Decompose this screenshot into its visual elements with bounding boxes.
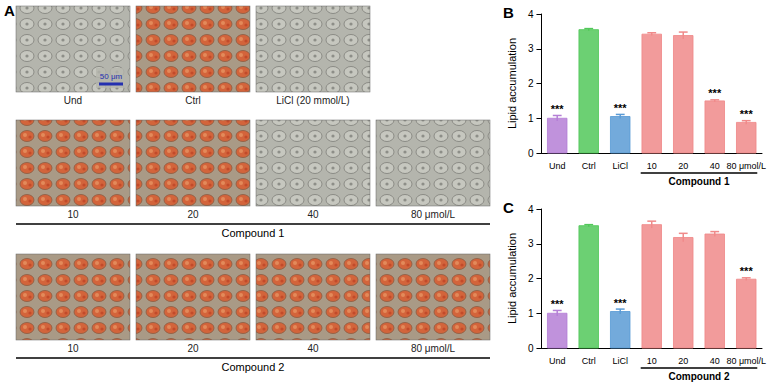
svg-text:LiCl: LiCl xyxy=(612,161,628,171)
svg-text:Compound 2: Compound 2 xyxy=(222,361,285,373)
svg-text:50 μm: 50 μm xyxy=(100,72,123,81)
svg-text:2: 2 xyxy=(528,78,534,89)
svg-text:***: *** xyxy=(614,297,628,309)
svg-text:***: *** xyxy=(614,102,628,114)
svg-text:3: 3 xyxy=(528,238,534,249)
svg-text:20: 20 xyxy=(187,209,199,220)
svg-text:80 μmol/L: 80 μmol/L xyxy=(411,209,456,220)
svg-text:***: *** xyxy=(740,108,754,120)
svg-text:Und: Und xyxy=(549,356,566,366)
svg-text:Und: Und xyxy=(64,95,82,106)
svg-text:20: 20 xyxy=(678,356,688,366)
svg-text:2: 2 xyxy=(528,273,534,284)
svg-text:Lipid accumulation: Lipid accumulation xyxy=(506,38,518,129)
svg-text:4: 4 xyxy=(528,204,534,215)
svg-text:40: 40 xyxy=(710,356,720,366)
svg-text:80 μmol/L: 80 μmol/L xyxy=(726,356,766,366)
svg-text:Ctrl: Ctrl xyxy=(185,95,201,106)
svg-text:***: *** xyxy=(551,298,565,310)
svg-text:1: 1 xyxy=(528,113,534,124)
svg-text:10: 10 xyxy=(67,343,79,354)
svg-text:***: *** xyxy=(551,103,565,115)
svg-text:4: 4 xyxy=(528,9,534,20)
svg-text:Und: Und xyxy=(549,161,566,171)
svg-text:10: 10 xyxy=(67,209,79,220)
svg-text:LiCl (20 mmol/L): LiCl (20 mmol/L) xyxy=(276,95,349,106)
svg-text:Compound 2: Compound 2 xyxy=(668,371,730,382)
svg-text:A: A xyxy=(4,2,15,19)
svg-text:3: 3 xyxy=(528,43,534,54)
svg-text:***: *** xyxy=(708,87,722,99)
svg-text:40: 40 xyxy=(307,209,319,220)
svg-text:B: B xyxy=(503,4,514,21)
svg-text:20: 20 xyxy=(678,161,688,171)
svg-text:***: *** xyxy=(740,265,754,277)
svg-text:0: 0 xyxy=(528,148,534,159)
svg-text:Ctrl: Ctrl xyxy=(582,356,596,366)
svg-text:Lipid accumulation: Lipid accumulation xyxy=(506,233,518,324)
svg-text:Compound 1: Compound 1 xyxy=(222,227,285,239)
svg-text:80 μmol/L: 80 μmol/L xyxy=(726,161,766,171)
svg-text:LiCl: LiCl xyxy=(612,356,628,366)
svg-text:40: 40 xyxy=(710,161,720,171)
svg-text:20: 20 xyxy=(187,343,199,354)
svg-text:C: C xyxy=(503,199,514,216)
svg-text:80 μmol/L: 80 μmol/L xyxy=(411,343,456,354)
svg-text:10: 10 xyxy=(647,161,657,171)
svg-text:Compound 1: Compound 1 xyxy=(668,176,730,187)
svg-text:40: 40 xyxy=(307,343,319,354)
svg-text:10: 10 xyxy=(647,356,657,366)
svg-text:1: 1 xyxy=(528,308,534,319)
svg-text:0: 0 xyxy=(528,343,534,354)
svg-text:Ctrl: Ctrl xyxy=(582,161,596,171)
